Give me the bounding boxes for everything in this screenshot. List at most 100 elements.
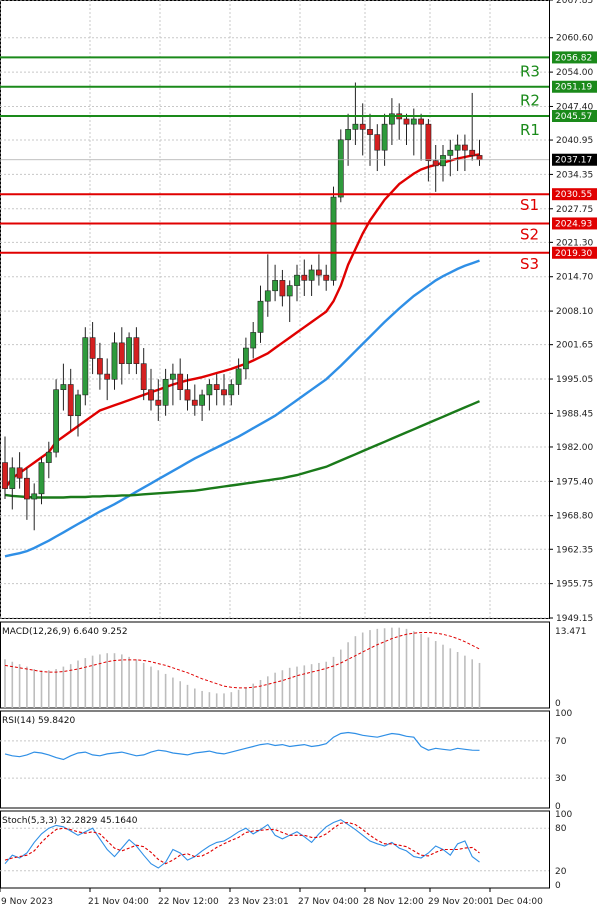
time-axis: 9 Nov 2023 21 Nov 04:00 22 Nov 12:00 23 Nov… [0,888,543,907]
level-price-tag [552,109,597,122]
candle-body [184,389,191,401]
candle-body [330,196,337,281]
price-panel-frame [0,0,550,619]
level-price-label: 2051.19 [555,83,592,93]
candle-body [38,462,45,495]
level-name: R1 [520,121,540,139]
time-tick-label: 28 Nov 12:00 [363,897,424,907]
candle-body [53,389,59,453]
stoch-tick-label: 20 [555,867,567,877]
candle-body [403,118,410,125]
candle-body [111,342,118,380]
candle-body [264,290,271,302]
candle-body [410,118,417,125]
price-tick-label: 2021.30 [556,238,593,248]
price-tick-label: 1995.05 [556,375,593,385]
candle-body [148,389,154,401]
macd-signal-line [4,632,480,689]
candle-body [31,493,38,500]
price-tick-label: 2040.95 [556,136,593,146]
macd-panel: MACD(12,26,9) 6.640 9.252 13.471 0 [0,621,587,709]
price-tick-label: 2034.35 [556,170,593,180]
stoch-title: Stoch(5,3,3) 32.2829 45.1640 [2,816,138,826]
candle-body [221,389,227,396]
stoch-tick-label: 100 [555,810,572,820]
candle-body [177,373,184,390]
price-tick-label: 1968.80 [556,512,593,522]
price-tick-label: 1982.00 [556,443,593,453]
candle-body [447,149,454,156]
candle-body [82,337,89,396]
candle-body [352,123,359,130]
stoch-k-line [4,819,480,869]
candle-body [286,285,293,297]
candle-body [206,384,213,396]
candlesticks [2,82,483,531]
candle-body [155,399,162,406]
candle-body [45,451,52,463]
price-tick-label: 1949.15 [556,614,593,624]
candle-body [243,347,249,370]
candle-body [315,269,322,276]
candle-body [235,368,242,385]
stoch-frame [0,810,550,889]
candle-body [388,113,395,125]
time-tick-label: 21 Nov 04:00 [88,897,149,907]
pivot-levels: R3 2056.82 R2 2051.19 R1 2045.57 S1 2030.55 S2 20… [0,51,597,273]
stoch-panel: Stoch(5,3,3) 32.2829 45.1640 100 80 20 0 [0,810,572,891]
macd-title: MACD(12,26,9) 6.640 9.252 [2,627,128,637]
candle-body [257,300,264,333]
level-price-tag [552,51,597,64]
level-price-label: 2045.57 [555,112,592,122]
candle-body [97,358,103,375]
level-price-tag [552,217,597,230]
time-tick-label: 1 Dec 04:00 [488,897,543,907]
price-tick-label: 2047.40 [556,102,593,112]
level-price-label: 2030.55 [555,190,592,200]
level-price-tag [552,188,597,201]
price-tick-label: 2001.65 [556,341,593,351]
candle-body [418,118,424,125]
candle-body [272,280,278,292]
candle-body [213,384,220,390]
level-name: S1 [520,196,539,214]
candle-body [367,129,373,135]
price-tick-label: 2027.75 [556,205,593,215]
candle-body [425,123,432,161]
candle-body [67,384,74,417]
candle-body [469,149,476,156]
candle-body [23,477,30,500]
level-price-label: 2024.93 [555,219,592,229]
candle-body [126,337,132,364]
rsi-panel: RSI(14) 59.8420 100 70 30 0 [0,709,572,812]
price-tick-label: 2008.10 [556,307,593,317]
candle-body [440,155,446,167]
candle-body [461,144,468,151]
candle-body [294,274,300,286]
time-tick-label: 27 Nov 04:00 [298,897,359,907]
time-tick-label: 9 Nov 2023 [1,897,53,907]
price-tick-label: 2067.85 [556,0,593,6]
candle-body [250,332,257,349]
rsi-frame [0,710,550,809]
candle-body [75,394,81,417]
price-tick-label: 2054.00 [556,68,593,78]
grid [0,0,550,619]
candle-body [199,394,205,406]
candle-body [133,337,140,364]
candle-body [191,399,198,406]
stoch-d-line [4,821,480,865]
level-name: R2 [520,92,540,110]
level-name: S2 [520,225,539,243]
candle-body [454,144,461,151]
moving-average-line [4,259,480,558]
price-axis: 2067.85 2060.60 2054.00 2047.40 2040.95 2034.… [549,0,593,624]
candle-body [301,274,308,281]
rsi-line [4,731,480,761]
rsi-tick-label: 100 [555,709,572,719]
candle-body [476,155,483,161]
candle-body [9,467,16,489]
candle-body [381,123,388,151]
time-tick-label: 29 Nov 20:00 [428,897,489,907]
